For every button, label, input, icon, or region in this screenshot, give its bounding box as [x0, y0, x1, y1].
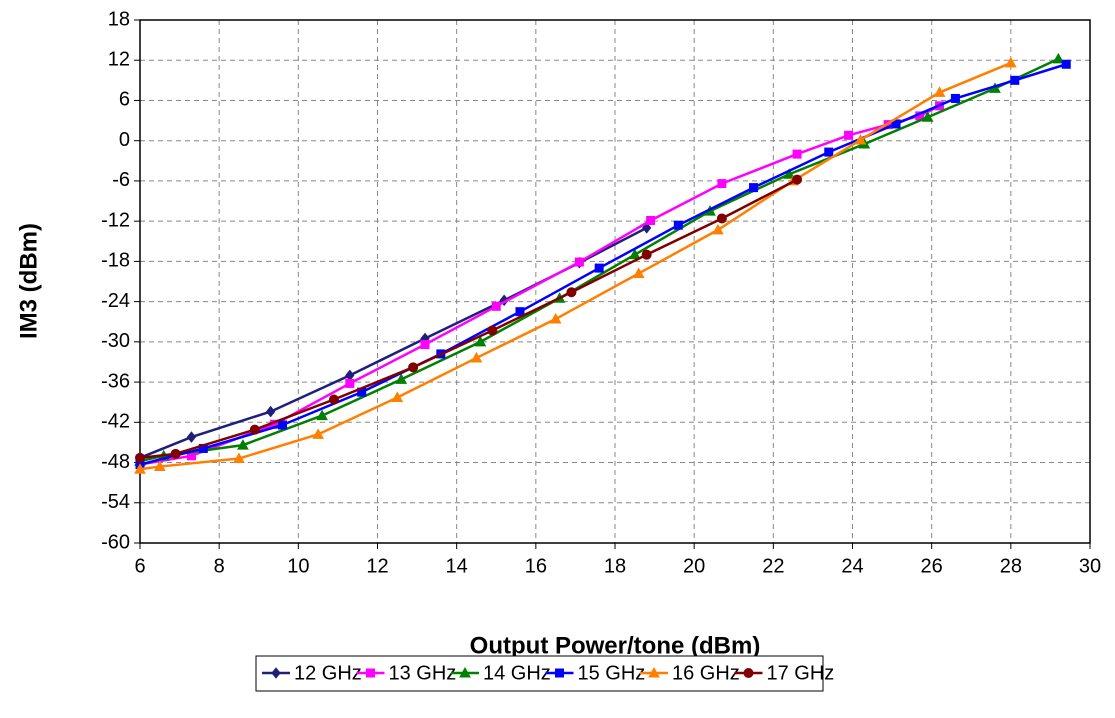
- marker: [566, 287, 577, 298]
- marker: [824, 147, 834, 157]
- y-tick-label: -36: [101, 370, 130, 392]
- marker: [265, 405, 276, 418]
- marker: [459, 666, 471, 678]
- marker: [712, 223, 724, 235]
- marker: [316, 409, 328, 421]
- marker: [1052, 52, 1065, 64]
- legend-label: 16 GHz: [672, 662, 740, 684]
- marker: [933, 86, 946, 97]
- marker: [854, 133, 867, 145]
- marker: [792, 149, 802, 159]
- x-tick-label: 18: [604, 555, 626, 577]
- y-tick-label: 12: [108, 49, 130, 71]
- y-tick-label: -54: [101, 491, 130, 513]
- marker: [515, 307, 525, 317]
- legend-label: 13 GHz: [389, 662, 457, 684]
- legend-box: [255, 655, 824, 692]
- marker: [237, 439, 249, 450]
- marker: [408, 362, 419, 373]
- marker: [135, 452, 145, 463]
- x-tick-label: 6: [134, 555, 145, 577]
- marker: [249, 424, 260, 435]
- marker: [646, 215, 656, 225]
- marker: [743, 668, 754, 678]
- y-tick-label: -24: [101, 290, 130, 312]
- y-tick-label: -30: [101, 330, 130, 352]
- marker: [312, 428, 324, 439]
- marker: [391, 391, 404, 402]
- legend-label: 12 GHz: [294, 662, 362, 684]
- x-tick-label: 14: [446, 555, 468, 577]
- marker: [170, 448, 181, 459]
- marker: [844, 130, 854, 140]
- marker: [1004, 56, 1017, 68]
- y-tick-label: 0: [119, 129, 130, 151]
- marker: [749, 183, 759, 193]
- marker: [716, 213, 727, 224]
- marker: [1010, 75, 1020, 85]
- x-tick-label: 30: [1079, 555, 1101, 577]
- x-tick-label: 26: [921, 555, 943, 577]
- y-tick-label: -48: [101, 451, 130, 473]
- x-tick-label: 8: [214, 555, 225, 577]
- x-tick-label: 28: [1000, 555, 1022, 577]
- marker: [420, 340, 430, 350]
- marker: [487, 325, 498, 336]
- legend-label: 14 GHz: [483, 662, 551, 684]
- y-axis-label: IM3 (dBm): [15, 223, 42, 339]
- y-tick-label: -12: [101, 209, 130, 231]
- y-tick-label: -60: [101, 531, 130, 553]
- y-tick-label: 18: [108, 8, 130, 30]
- legend-label: 17 GHz: [767, 662, 835, 684]
- x-tick-label: 22: [762, 555, 784, 577]
- marker: [632, 267, 645, 278]
- series-line: [139, 63, 1067, 466]
- marker: [278, 420, 287, 430]
- x-tick-label: 10: [287, 555, 309, 577]
- x-tick-label: 20: [683, 555, 705, 577]
- marker: [134, 463, 146, 474]
- legend-label: 15 GHz: [578, 662, 646, 684]
- x-tick-label: 24: [841, 555, 863, 577]
- y-tick-label: -6: [112, 169, 130, 191]
- marker: [491, 301, 501, 311]
- marker: [628, 248, 641, 260]
- marker: [641, 249, 652, 260]
- series-line: [139, 178, 798, 460]
- marker: [366, 668, 375, 678]
- marker: [186, 431, 197, 443]
- marker: [594, 263, 604, 273]
- marker: [271, 667, 281, 679]
- marker: [783, 168, 796, 179]
- marker: [950, 93, 960, 103]
- marker: [673, 220, 683, 230]
- marker: [549, 313, 562, 324]
- marker: [474, 335, 487, 347]
- marker: [648, 666, 660, 678]
- marker: [1061, 59, 1071, 69]
- x-tick-label: 12: [366, 555, 388, 577]
- x-tick-label: 16: [525, 555, 547, 577]
- marker: [395, 373, 408, 384]
- marker: [717, 179, 727, 189]
- marker: [345, 378, 355, 388]
- marker: [555, 668, 564, 678]
- y-tick-label: 6: [119, 89, 130, 111]
- marker: [921, 111, 934, 122]
- plot-border: [139, 19, 1091, 544]
- marker: [153, 460, 166, 472]
- marker: [792, 174, 803, 185]
- marker: [470, 351, 483, 363]
- y-tick-label: -18: [101, 250, 130, 272]
- y-tick-label: -42: [101, 411, 130, 433]
- series-line: [139, 57, 1059, 463]
- marker: [328, 394, 339, 405]
- x-axis-label: Output Power/tone (dBm): [470, 632, 761, 659]
- marker: [574, 257, 584, 267]
- marker: [233, 452, 245, 464]
